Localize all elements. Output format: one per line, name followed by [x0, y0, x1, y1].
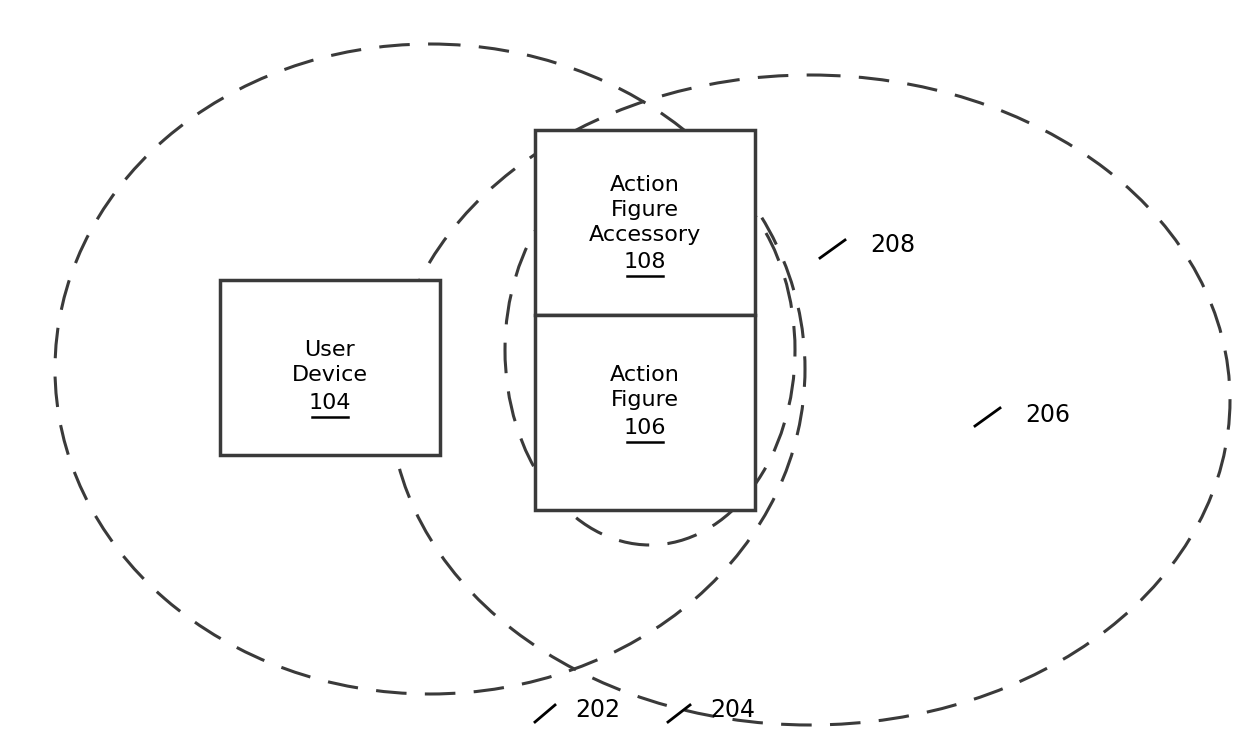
Text: 106: 106: [624, 418, 666, 438]
Bar: [219, 280, 440, 455]
Bar: [534, 130, 755, 315]
Text: 104: 104: [309, 393, 351, 413]
Bar: [534, 315, 755, 510]
Text: Action
Figure
Accessory: Action Figure Accessory: [589, 175, 701, 245]
Text: 208: 208: [870, 233, 915, 257]
Text: 202: 202: [575, 698, 620, 722]
Text: 206: 206: [1025, 403, 1070, 427]
Text: Action
Figure: Action Figure: [610, 365, 680, 410]
Text: 108: 108: [624, 252, 666, 272]
Text: 204: 204: [711, 698, 755, 722]
Text: User
Device: User Device: [291, 340, 368, 385]
